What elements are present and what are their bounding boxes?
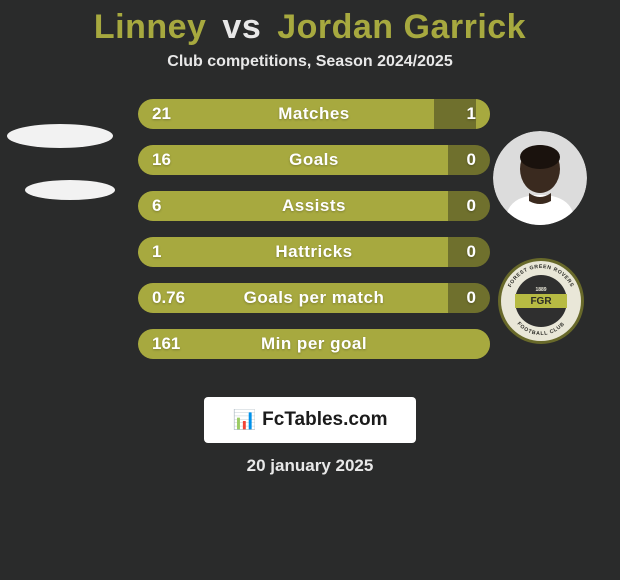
stat-label: Hattricks (138, 237, 490, 267)
stat-label: Goals per match (138, 283, 490, 313)
stat-row: 0.760Goals per match (138, 283, 490, 313)
stat-rows: 211Matches 160Goals 60Assists 10Hattricks 0.… (138, 99, 490, 375)
stat-label: Min per goal (138, 329, 490, 359)
club-badge: FGR 1889 FOREST GREEN ROVERS FOOTBALL CL… (498, 258, 584, 344)
stat-label: Assists (138, 191, 490, 221)
title-vs: vs (222, 8, 261, 46)
player1-name: Linney (94, 8, 207, 46)
stat-row: 10Hattricks (138, 237, 490, 267)
stat-row: 160Goals (138, 145, 490, 175)
left-ellipse-2 (25, 180, 115, 200)
footer-date: 20 january 2025 (0, 456, 620, 476)
footer-logo-icon: 📊 (233, 408, 257, 432)
player2-photo (493, 131, 587, 225)
comparison-card: Linney vs Jordan Garrick Club competitio… (0, 0, 620, 580)
stat-label: Goals (138, 145, 490, 175)
stat-row: 211Matches (138, 99, 490, 129)
player2-name: Jordan Garrick (277, 8, 526, 46)
player2-photo-svg (493, 131, 587, 225)
stat-row: 161Min per goal (138, 329, 490, 359)
card-title: Linney vs Jordan Garrick (0, 0, 620, 47)
left-ellipse-1 (7, 124, 113, 148)
stat-row: 60Assists (138, 191, 490, 221)
card-subtitle: Club competitions, Season 2024/2025 (0, 53, 620, 71)
svg-text:FGR: FGR (530, 296, 552, 307)
footer-logo: 📊 FcTables.com (204, 397, 416, 443)
stat-label: Matches (138, 99, 490, 129)
club-badge-svg: FGR 1889 FOREST GREEN ROVERS FOOTBALL CL… (498, 258, 584, 344)
footer-logo-text: FcTables.com (262, 409, 387, 431)
svg-text:1889: 1889 (535, 287, 546, 293)
